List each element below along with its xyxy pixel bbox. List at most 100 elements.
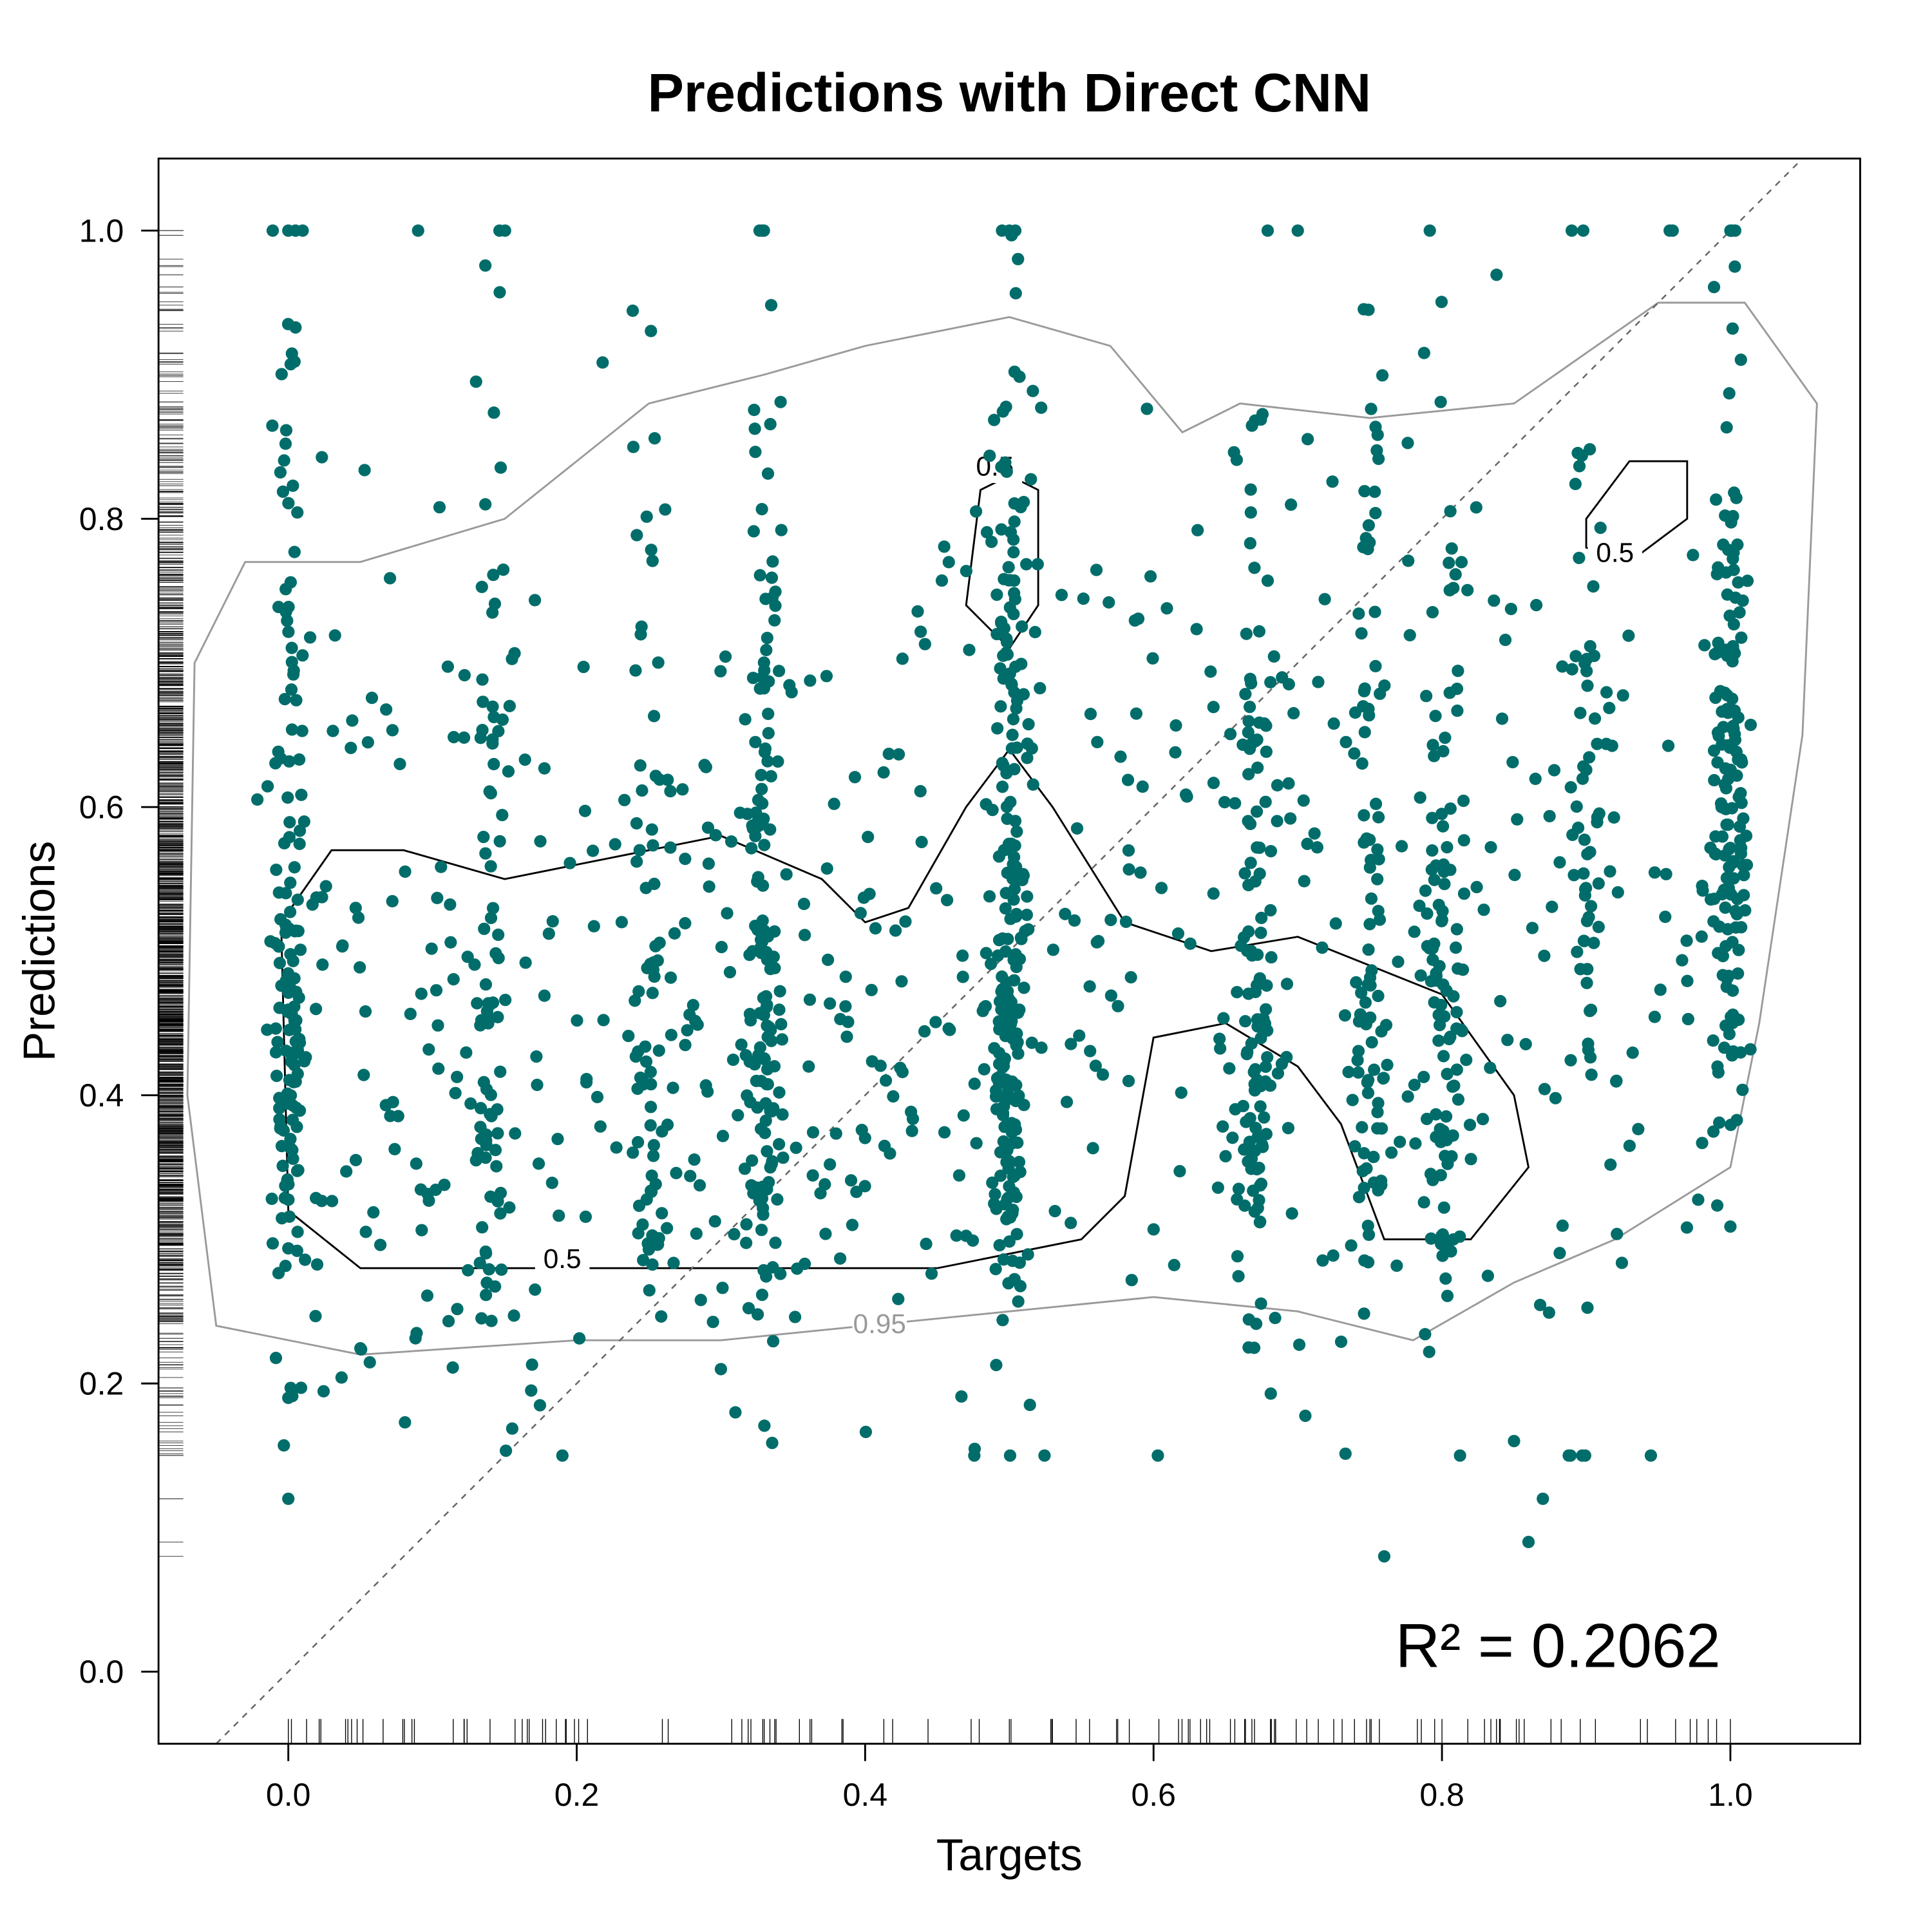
data-point [1735,842,1748,855]
data-point [925,1267,938,1280]
data-point [1244,537,1256,550]
data-point [1017,688,1030,701]
data-point [615,916,628,929]
data-point [1726,1049,1739,1062]
data-point [1361,978,1374,991]
data-point [1326,475,1339,488]
data-point [1556,660,1569,673]
data-point [740,1236,753,1249]
data-point [269,1352,283,1365]
data-point [1371,873,1384,886]
data-point [1027,384,1039,397]
data-point [1401,437,1414,450]
data-point [690,1227,703,1240]
data-point [1012,1155,1026,1169]
data-point [642,1243,656,1256]
data-point [1377,1072,1390,1084]
data-point [749,735,762,748]
data-point [1577,934,1591,947]
data-point [632,985,645,998]
data-point [1261,574,1274,587]
data-point [857,891,870,904]
data-point [270,863,283,876]
data-point [999,401,1012,413]
data-point [444,898,457,911]
data-point [480,1134,493,1147]
data-point [986,804,999,817]
data-point [1434,1169,1447,1182]
data-point [862,831,875,844]
data-point [358,464,371,477]
data-point [1065,1217,1077,1229]
data-point [1562,1449,1575,1462]
data-point [1068,914,1081,927]
y-tick-label: 1.0 [79,213,124,249]
data-point [299,1051,312,1064]
data-point [1363,709,1376,722]
data-point [1587,649,1600,663]
data-point [1696,1137,1709,1150]
data-point [1345,1239,1358,1252]
data-point [1242,815,1255,828]
data-point [764,299,778,312]
x-tick-label: 0.0 [266,1777,311,1813]
data-point [1727,719,1739,733]
data-point [586,844,600,857]
data-point [647,839,659,852]
data-point [938,1126,951,1139]
y-tick-label: 0.8 [79,501,124,537]
data-point [1173,1165,1186,1178]
data-point [661,1118,674,1132]
data-point [858,1180,871,1193]
data-point [442,1314,455,1328]
data-point [996,757,1009,770]
data-point [484,860,497,873]
data-point [489,1280,502,1293]
data-point [1392,955,1405,969]
data-point [716,1282,729,1294]
data-point [1342,1066,1355,1079]
data-point [1417,1196,1430,1209]
data-point [1245,1037,1258,1050]
data-point [357,1068,370,1081]
data-point [542,927,555,940]
data-point [283,1074,296,1086]
data-point [1346,1094,1359,1106]
data-point [1455,1023,1468,1036]
data-point [495,1263,508,1276]
data-point [1432,898,1445,911]
data-point [1207,701,1220,714]
data-point [769,1236,782,1249]
data-point [760,643,773,657]
contour-label-050-a-bg [535,1248,590,1276]
data-point [1128,614,1141,627]
data-point [287,479,299,492]
data-point [1716,738,1728,751]
data-point [1089,1059,1102,1072]
data-point [1008,851,1021,864]
data-point [1660,867,1672,880]
data-point [1538,949,1551,962]
data-point [645,823,658,836]
data-point [1009,815,1022,828]
data-point [380,703,393,716]
data-point [758,1419,771,1432]
data-point [746,672,760,685]
data-point [1010,907,1023,921]
data-point [444,936,457,949]
data-point [799,1257,811,1271]
data-point [1035,401,1048,414]
data-point [488,757,500,771]
data-point [789,1311,802,1323]
data-point [531,1079,544,1092]
data-point [1587,580,1600,593]
data-point [1251,761,1264,774]
data-point [745,842,758,855]
data-point [492,724,505,737]
data-point [1048,1204,1061,1218]
data-point [1569,650,1582,663]
data-point [270,1069,283,1083]
data-point [1362,519,1375,532]
data-point [626,304,639,317]
data-point [1577,224,1590,237]
